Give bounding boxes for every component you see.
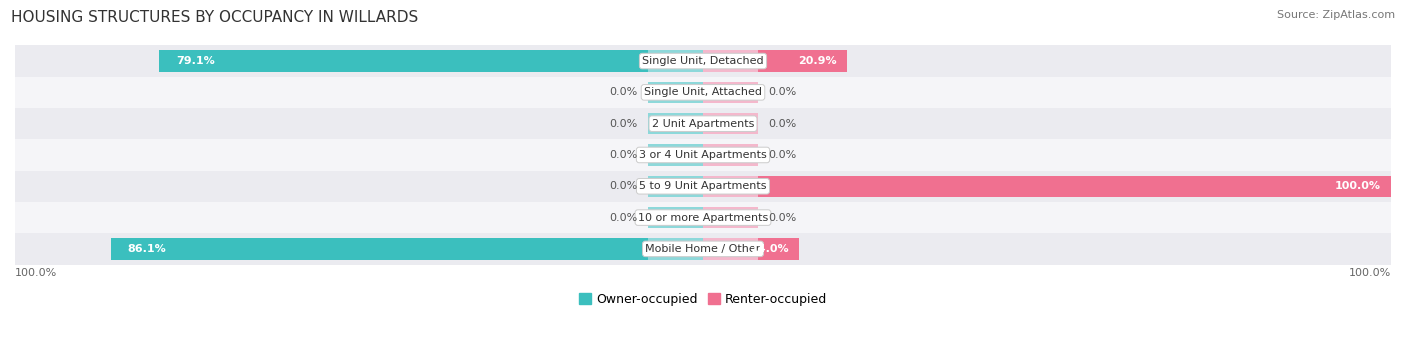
Text: 0.0%: 0.0% (768, 87, 797, 98)
Bar (703, 113, 758, 134)
Bar (703, 207, 758, 228)
Text: 14.0%: 14.0% (751, 244, 789, 254)
Text: 0.0%: 0.0% (768, 119, 797, 129)
Text: 2 Unit Apartments: 2 Unit Apartments (652, 119, 754, 129)
Bar (703, 50, 846, 72)
Bar (648, 238, 703, 260)
Text: 20.9%: 20.9% (797, 56, 837, 66)
Text: 10 or more Apartments: 10 or more Apartments (638, 212, 768, 223)
Text: 0.0%: 0.0% (609, 150, 638, 160)
Bar (111, 238, 703, 260)
Bar (648, 113, 703, 134)
Bar (703, 176, 758, 197)
Bar (703, 176, 1391, 197)
Bar (648, 82, 703, 103)
Bar (15, 108, 1391, 139)
Bar (703, 50, 758, 72)
Text: 5 to 9 Unit Apartments: 5 to 9 Unit Apartments (640, 181, 766, 191)
Text: Single Unit, Detached: Single Unit, Detached (643, 56, 763, 66)
Text: Source: ZipAtlas.com: Source: ZipAtlas.com (1277, 10, 1395, 20)
Bar (15, 45, 1391, 77)
Text: 3 or 4 Unit Apartments: 3 or 4 Unit Apartments (640, 150, 766, 160)
Bar (15, 202, 1391, 233)
Bar (648, 144, 703, 166)
Bar (15, 170, 1391, 202)
Legend: Owner-occupied, Renter-occupied: Owner-occupied, Renter-occupied (574, 288, 832, 311)
Text: 0.0%: 0.0% (768, 150, 797, 160)
Bar (703, 144, 758, 166)
Text: 79.1%: 79.1% (176, 56, 215, 66)
Text: 0.0%: 0.0% (768, 212, 797, 223)
Bar (648, 207, 703, 228)
Bar (15, 139, 1391, 170)
Text: Single Unit, Attached: Single Unit, Attached (644, 87, 762, 98)
Text: 100.0%: 100.0% (1348, 268, 1391, 278)
Text: 86.1%: 86.1% (128, 244, 166, 254)
Text: 100.0%: 100.0% (1334, 181, 1381, 191)
Bar (703, 238, 800, 260)
Bar (15, 233, 1391, 265)
Bar (703, 238, 758, 260)
Text: HOUSING STRUCTURES BY OCCUPANCY IN WILLARDS: HOUSING STRUCTURES BY OCCUPANCY IN WILLA… (11, 10, 419, 25)
Text: 0.0%: 0.0% (609, 87, 638, 98)
Text: 0.0%: 0.0% (609, 181, 638, 191)
Bar (648, 176, 703, 197)
Bar (15, 77, 1391, 108)
Bar (703, 82, 758, 103)
Bar (648, 50, 703, 72)
Text: 0.0%: 0.0% (609, 212, 638, 223)
Text: Mobile Home / Other: Mobile Home / Other (645, 244, 761, 254)
Text: 0.0%: 0.0% (609, 119, 638, 129)
Text: 100.0%: 100.0% (15, 268, 58, 278)
Bar (159, 50, 703, 72)
